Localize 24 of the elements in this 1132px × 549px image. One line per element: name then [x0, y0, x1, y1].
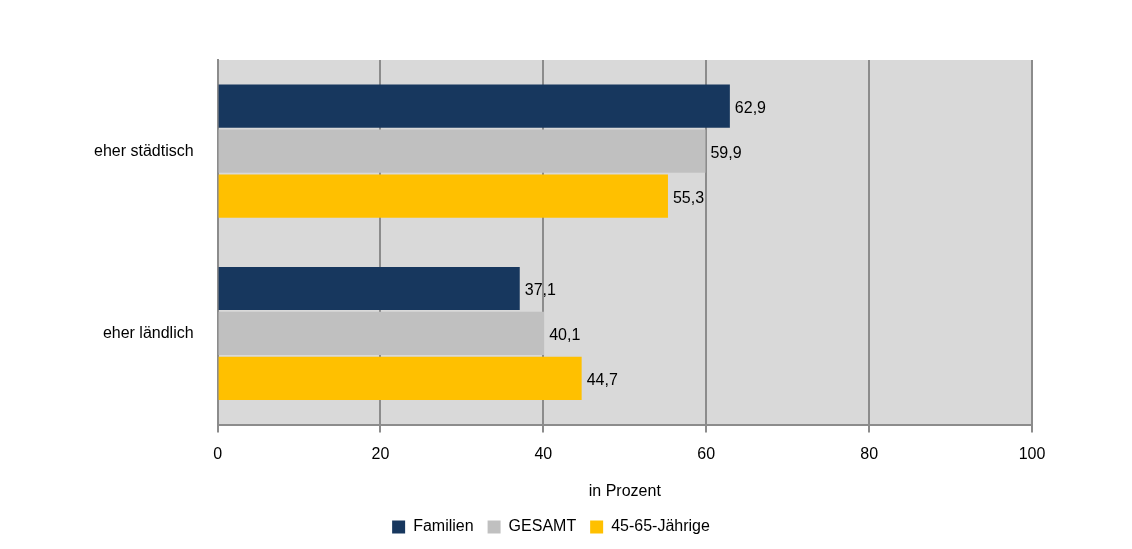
bar: [218, 84, 730, 128]
bar: [218, 174, 668, 218]
x-tick-label: 20: [371, 444, 390, 462]
x-tick-label: 40: [534, 444, 553, 462]
x-tick-label: 60: [697, 444, 716, 462]
legend-label: Familien: [413, 517, 474, 535]
x-tick-label: 0: [213, 444, 223, 462]
data-label: 59,9: [710, 143, 742, 161]
data-label: 55,3: [672, 188, 705, 206]
legend-label: 45-65-Jährige: [611, 517, 710, 535]
data-label: 40,1: [549, 325, 581, 343]
y-tick-label: eher ländlich: [102, 323, 194, 341]
data-label: 37,1: [524, 280, 556, 298]
legend-label: GESAMT: [508, 517, 577, 535]
bar: [218, 311, 545, 356]
bar: [218, 129, 706, 173]
x-tick-label: 80: [860, 444, 879, 462]
x-axis-title: in Prozent: [588, 481, 662, 499]
y-tick-label: eher städtisch: [94, 141, 194, 159]
data-label: 44,7: [586, 370, 618, 388]
x-tick-label: 100: [1018, 444, 1046, 462]
data-label: 62,9: [734, 98, 767, 116]
bar: [218, 356, 582, 400]
bar: [218, 266, 520, 311]
